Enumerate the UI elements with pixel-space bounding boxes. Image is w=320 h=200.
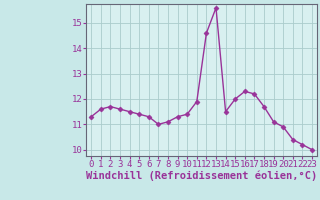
X-axis label: Windchill (Refroidissement éolien,°C): Windchill (Refroidissement éolien,°C) [86,171,317,181]
